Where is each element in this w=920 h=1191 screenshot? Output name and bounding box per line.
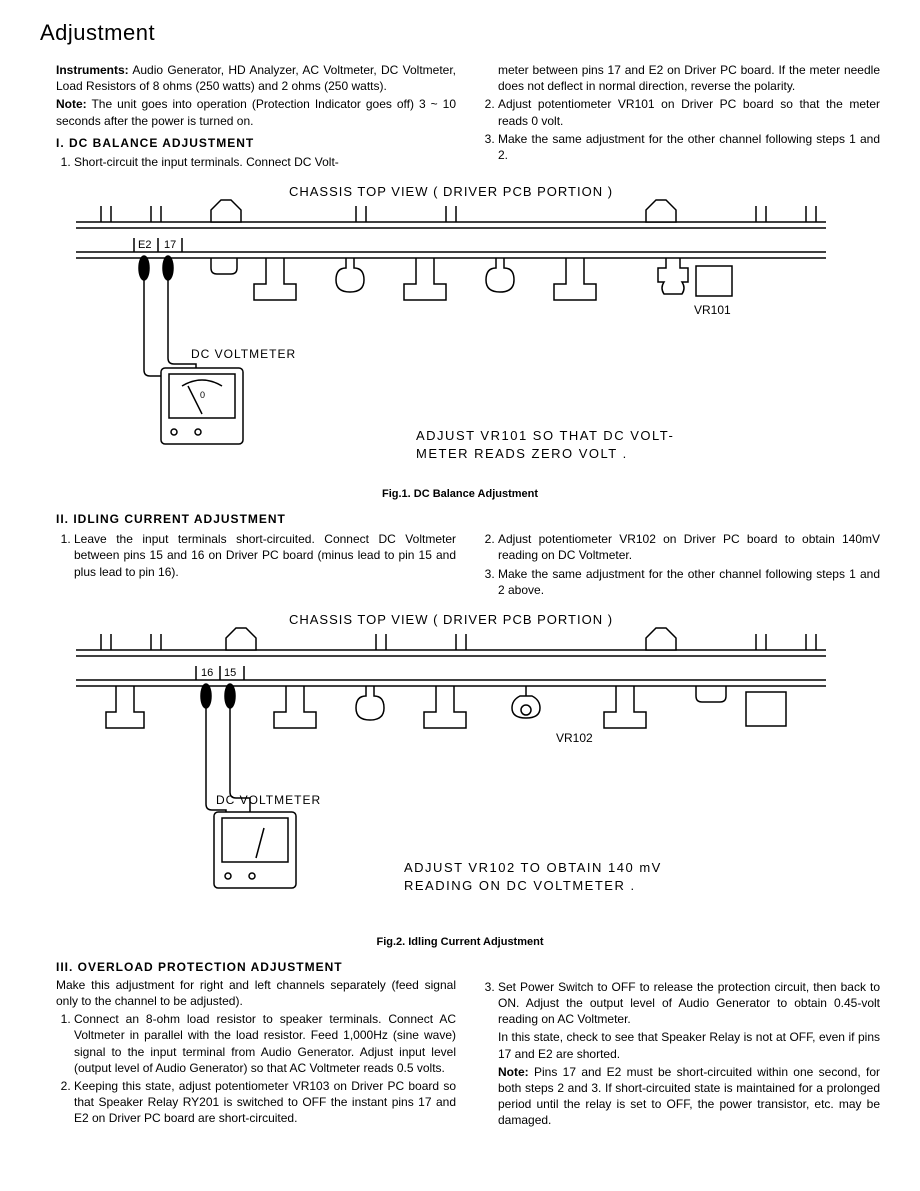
section2-heading: II. IDLING CURRENT ADJUSTMENT — [56, 512, 880, 526]
section3-step1: Connect an 8-ohm load resistor to speake… — [74, 1011, 456, 1076]
figure1-diagram: CHASSIS TOP VIEW ( DRIVER PCB PORTION ) … — [56, 182, 880, 482]
page-title: Adjustment — [40, 20, 880, 46]
section2-right: Adjust potentiometer VR102 on Driver PC … — [480, 529, 880, 600]
section2-step1: Leave the input terminals short-circuite… — [74, 531, 456, 580]
fig2-instr2: READING ON DC VOLTMETER . — [404, 878, 636, 893]
section2-step3: Make the same adjustment for the other c… — [498, 566, 880, 598]
fig2-caption: Fig.2. Idling Current Adjustment — [40, 936, 880, 948]
section2-step2: Adjust potentiometer VR102 on Driver PC … — [498, 531, 880, 563]
note-label: Note: — [56, 97, 87, 111]
fig2-chassis-label: CHASSIS TOP VIEW ( DRIVER PCB PORTION ) — [289, 612, 613, 627]
section1-step1: Short-circuit the input terminals. Conne… — [74, 154, 456, 170]
section1-right-cont: meter between pins 17 and E2 on Driver P… — [498, 62, 880, 94]
fig2-instr1: ADJUST VR102 TO OBTAIN 140 mV — [404, 860, 662, 875]
intro-right: meter between pins 17 and E2 on Driver P… — [480, 62, 880, 172]
section3-right-list: Set Power Switch to OFF to release the p… — [480, 979, 880, 1028]
section3-note-text: Pins 17 and E2 must be short-circuited w… — [498, 1065, 880, 1128]
fig1-chassis-label: CHASSIS TOP VIEW ( DRIVER PCB PORTION ) — [289, 184, 613, 199]
section2-right-list: Adjust potentiometer VR102 on Driver PC … — [480, 531, 880, 598]
section2-left: Leave the input terminals short-circuite… — [56, 529, 456, 600]
section3-intro: Make this adjustment for right and left … — [56, 977, 456, 1009]
fig1-meter-zero: 0 — [200, 390, 205, 400]
section3-block: Make this adjustment for right and left … — [56, 977, 880, 1129]
fig2-vr-label: VR102 — [556, 731, 593, 745]
fig1-instr2: METER READS ZERO VOLT . — [416, 446, 628, 461]
section1-heading: I. DC BALANCE ADJUSTMENT — [56, 135, 456, 151]
section1-right-list: Adjust potentiometer VR101 on Driver PC … — [480, 96, 880, 163]
section3-step2: Keeping this state, adjust potentiometer… — [74, 1078, 456, 1127]
fig2-meter-label: DC VOLTMETER — [216, 793, 321, 807]
section1-left-list: Short-circuit the input terminals. Conne… — [56, 154, 456, 170]
section2-block: Leave the input terminals short-circuite… — [56, 529, 880, 600]
section1-step2: Adjust potentiometer VR101 on Driver PC … — [498, 96, 880, 128]
fig1-caption: Fig.1. DC Balance Adjustment — [40, 488, 880, 500]
section3-after3: In this state, check to see that Speaker… — [498, 1029, 880, 1061]
figure2-diagram: CHASSIS TOP VIEW ( DRIVER PCB PORTION ) … — [56, 610, 880, 930]
section3-step3: Set Power Switch to OFF to release the p… — [498, 979, 880, 1028]
section1-step3: Make the same adjustment for the other c… — [498, 131, 880, 163]
fig1-pin-17: 17 — [164, 239, 176, 251]
fig1-meter-label: DC VOLTMETER — [191, 347, 296, 361]
section3-left-list: Connect an 8-ohm load resistor to speake… — [56, 1011, 456, 1126]
section3-note-label: Note: — [498, 1065, 529, 1079]
fig1-pin-e2: E2 — [138, 239, 151, 251]
fig1-instr1: ADJUST VR101 SO THAT DC VOLT- — [416, 428, 674, 443]
fig2-pin-16: 16 — [201, 667, 213, 679]
instruments-label: Instruments: — [56, 63, 129, 77]
section3-left: Make this adjustment for right and left … — [56, 977, 456, 1129]
section2-left-list: Leave the input terminals short-circuite… — [56, 531, 456, 580]
fig1-vr-label: VR101 — [694, 303, 731, 317]
intro-block: Instruments: Audio Generator, HD Analyze… — [56, 62, 880, 172]
intro-left: Instruments: Audio Generator, HD Analyze… — [56, 62, 456, 172]
note-text: The unit goes into operation (Protection… — [56, 97, 456, 127]
fig2-pin-15: 15 — [224, 667, 236, 679]
section3-heading: III. OVERLOAD PROTECTION ADJUSTMENT — [56, 960, 880, 974]
section3-right: Set Power Switch to OFF to release the p… — [480, 977, 880, 1129]
